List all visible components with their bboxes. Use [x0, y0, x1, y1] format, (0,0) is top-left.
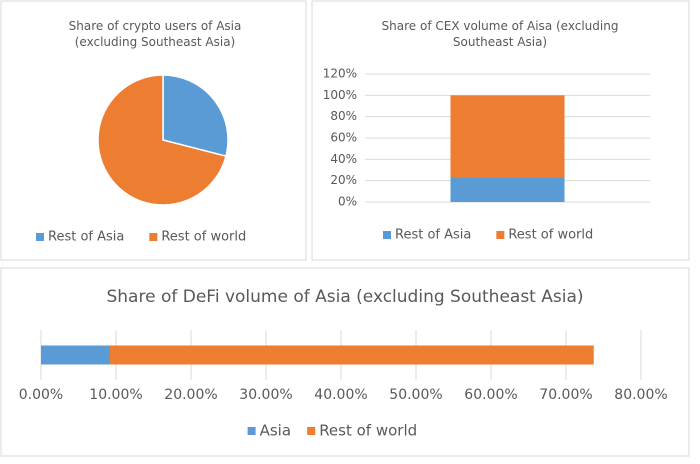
y-tick-label: 120%	[323, 67, 357, 81]
bar-segment	[41, 345, 110, 365]
y-tick-label: 40%	[330, 152, 357, 166]
x-tick-label: 0.00%	[19, 387, 63, 403]
pie-slice	[162, 74, 229, 158]
legend-label: Rest of world	[161, 230, 246, 245]
legend-label: Asia	[260, 422, 291, 440]
chart-title: Share of DeFi volume of Asia (excluding …	[106, 287, 584, 307]
pie-slice	[97, 74, 227, 206]
x-tick-label: 80.00%	[614, 387, 667, 403]
x-tick-label: 50.00%	[389, 387, 442, 403]
x-tick-label: 30.00%	[239, 387, 292, 403]
y-tick-label: 80%	[330, 109, 357, 123]
legend-label: Rest of world	[319, 422, 417, 440]
bar-segment	[450, 95, 565, 178]
bar-segment	[450, 177, 565, 202]
y-tick-label: 100%	[323, 88, 357, 102]
legend-swatch	[383, 231, 391, 239]
y-tick-label: 60%	[330, 131, 357, 145]
legend-swatch	[247, 427, 256, 435]
x-tick-label: 40.00%	[314, 387, 367, 403]
chart-title: Share of crypto users of Asia (excluding…	[68, 19, 242, 50]
legend-label: Rest of world	[508, 228, 593, 243]
x-tick-label: 70.00%	[539, 387, 592, 403]
chart-title: Share of CEX volume of Aisa (excluding S…	[381, 19, 619, 50]
x-tick-label: 10.00%	[89, 387, 142, 403]
y-tick-label: 0%	[338, 195, 357, 209]
legend-swatch	[496, 231, 505, 239]
legend-swatch	[36, 233, 44, 241]
y-tick-label: 20%	[330, 173, 357, 187]
bar-segment	[110, 345, 594, 365]
legend-swatch	[307, 427, 316, 435]
x-tick-label: 60.00%	[464, 387, 517, 403]
legend-swatch	[149, 233, 158, 241]
x-tick-label: 20.00%	[164, 387, 217, 403]
legend-label: Rest of Asia	[48, 230, 124, 245]
legend-label: Rest of Asia	[395, 228, 471, 243]
